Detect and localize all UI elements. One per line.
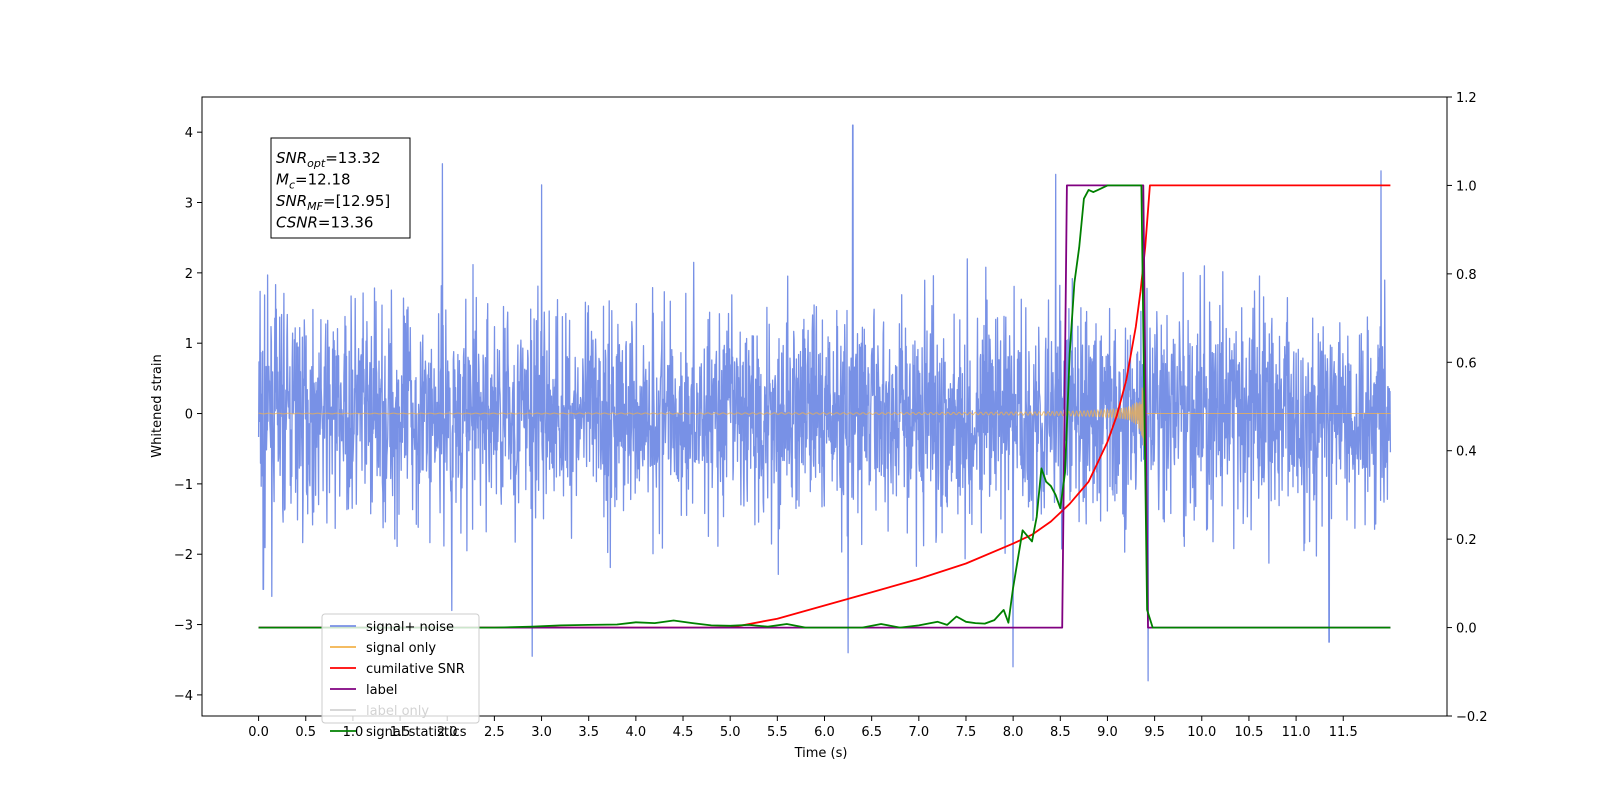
legend-label: cumilative SNR bbox=[366, 662, 465, 677]
y-tick-label: 1 bbox=[185, 337, 193, 352]
x-tick-label: 7.0 bbox=[908, 725, 929, 740]
y-axis-label: Whitened strain bbox=[150, 354, 165, 457]
legend-label: signal+ noise bbox=[366, 620, 454, 635]
x-tick-label: 8.5 bbox=[1050, 725, 1071, 740]
legend: signal+ noise signal only cumilative SNR la… bbox=[321, 613, 480, 740]
x-axis: 0.0 0.5 1.0 1.5 2.0 2.5 3.0 3.5 4.0 4.5 5.0 5.5 6.0 6… bbox=[248, 716, 1358, 740]
series-signal-noise bbox=[257, 124, 1392, 682]
annotation-line: Mc=12.18 bbox=[276, 171, 351, 192]
x-tick-label: 3.0 bbox=[531, 725, 552, 740]
x-tick-label: 0.5 bbox=[295, 725, 316, 740]
x-tick-label: 4.5 bbox=[673, 725, 694, 740]
x-tick-label: 3.5 bbox=[578, 725, 599, 740]
y2-tick-label: 0.4 bbox=[1456, 445, 1477, 460]
x-tick-label: 10.0 bbox=[1187, 725, 1216, 740]
x-tick-label: 6.5 bbox=[861, 725, 882, 740]
y-axis-left: −4 −3 −2 −1 0 1 2 3 4 bbox=[174, 126, 202, 704]
y-tick-label: 2 bbox=[185, 267, 193, 282]
x-tick-label: 1.5 bbox=[390, 725, 411, 740]
series-signal-only bbox=[258, 356, 1391, 457]
x-tick-label: 8.0 bbox=[1003, 725, 1024, 740]
y2-tick-label: 0.6 bbox=[1456, 356, 1477, 371]
x-tick-label: 11.0 bbox=[1282, 725, 1311, 740]
x-tick-label: 2.5 bbox=[484, 725, 505, 740]
legend-label: label bbox=[366, 683, 397, 698]
series-layer bbox=[257, 124, 1392, 682]
y-axis-right: −0.2 0.0 0.2 0.4 0.6 0.8 1.0 1.2 bbox=[1447, 91, 1488, 725]
x-tick-label: 5.5 bbox=[767, 725, 788, 740]
y-tick-label: −2 bbox=[174, 548, 193, 563]
x-tick-label: 10.5 bbox=[1234, 725, 1263, 740]
y2-tick-label: 0.0 bbox=[1456, 622, 1477, 637]
y-tick-label: −1 bbox=[174, 478, 193, 493]
y2-tick-label: 1.2 bbox=[1456, 91, 1477, 106]
y2-tick-label: −0.2 bbox=[1456, 710, 1488, 725]
y-tick-label: 4 bbox=[185, 126, 193, 141]
series-signal-statistics bbox=[258, 184, 1391, 629]
x-tick-label: 11.5 bbox=[1329, 725, 1358, 740]
legend-frame bbox=[321, 613, 480, 724]
y2-tick-label: 0.2 bbox=[1456, 533, 1477, 548]
x-tick-label: 5.0 bbox=[720, 725, 741, 740]
y2-tick-label: 0.8 bbox=[1456, 268, 1477, 283]
legend-label: signal statistics bbox=[366, 725, 467, 740]
y-tick-label: 0 bbox=[185, 408, 193, 423]
annotation-line: CSNR=13.36 bbox=[276, 214, 373, 232]
annotation-line: SNRMF=[12.95] bbox=[276, 192, 390, 213]
x-tick-label: 7.5 bbox=[956, 725, 977, 740]
x-tick-label: 4.0 bbox=[626, 725, 647, 740]
legend-label: label only bbox=[366, 704, 429, 719]
x-tick-label: 6.0 bbox=[814, 725, 835, 740]
y2-tick-label: 1.0 bbox=[1456, 179, 1477, 194]
x-tick-label: 0.0 bbox=[248, 725, 269, 740]
x-tick-label: 9.0 bbox=[1097, 725, 1118, 740]
x-tick-label: 2.0 bbox=[437, 725, 458, 740]
annotation-frame bbox=[270, 137, 411, 239]
y-tick-label: 3 bbox=[185, 197, 193, 212]
y-tick-label: −3 bbox=[174, 619, 193, 634]
y-tick-label: −4 bbox=[174, 689, 193, 704]
annotation-box: SNRopt=13.32Mc=12.18SNRMF=[12.95]CSNR=13… bbox=[270, 137, 411, 239]
annotation-line: SNRopt=13.32 bbox=[276, 149, 381, 170]
x-axis-label: Time (s) bbox=[794, 746, 848, 761]
x-tick-label: 9.5 bbox=[1144, 725, 1165, 740]
x-tick-label: 1.0 bbox=[343, 725, 364, 740]
legend-label: signal only bbox=[366, 641, 436, 656]
